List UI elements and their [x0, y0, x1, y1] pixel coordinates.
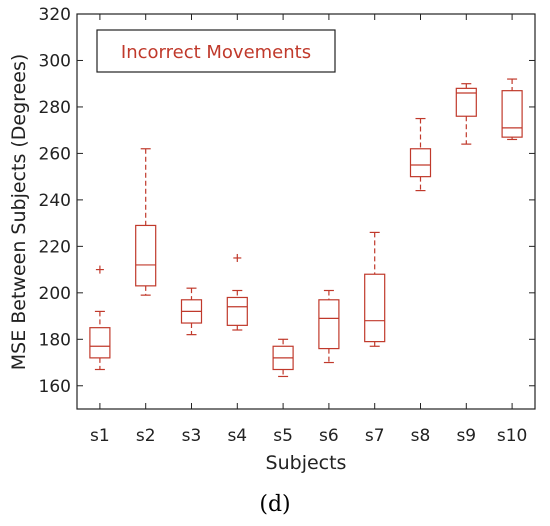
- y-axis: 160 180 200 220 240 260 280 300 320: [39, 5, 535, 397]
- y-tick-label: 160: [39, 377, 71, 397]
- box-series: [89, 78, 523, 378]
- x-tick-label: s10: [497, 426, 528, 446]
- legend-label: Incorrect Movements: [121, 42, 311, 63]
- x-axis: s1 s2 s3 s4 s5 s6 s7 s8 s9 s10: [90, 14, 527, 446]
- box-s5: [272, 338, 294, 378]
- x-tick-label: s3: [182, 426, 202, 446]
- y-tick-label: 260: [39, 144, 71, 164]
- x-tick-label: s7: [365, 426, 385, 446]
- box-iqr: [89, 327, 111, 359]
- box-s7: [364, 231, 386, 347]
- x-tick-label: s1: [90, 426, 110, 446]
- y-tick-label: 180: [39, 330, 71, 350]
- box-iqr: [135, 224, 157, 287]
- x-tick-label: s8: [411, 426, 431, 446]
- legend: Incorrect Movements: [96, 29, 336, 73]
- y-tick-label: 300: [39, 51, 71, 71]
- x-tick-label: s5: [273, 426, 293, 446]
- x-axis-title: Subjects: [266, 452, 347, 474]
- box-s1: [89, 265, 111, 371]
- y-tick-label: 240: [39, 191, 71, 211]
- box-iqr: [226, 296, 248, 326]
- x-tick-label: s9: [456, 426, 476, 446]
- box-s8: [409, 117, 432, 192]
- box-iqr: [364, 273, 386, 343]
- box-s9: [455, 83, 477, 145]
- box-iqr: [501, 90, 523, 138]
- x-tick-label: s6: [319, 426, 339, 446]
- box-s10: [501, 78, 523, 141]
- box-s3: [180, 287, 203, 336]
- box-iqr: [455, 87, 477, 117]
- y-tick-label: 220: [39, 237, 71, 257]
- x-tick-label: s2: [136, 426, 156, 446]
- y-tick-label: 280: [39, 98, 71, 118]
- y-tick-label: 200: [39, 284, 71, 304]
- box-s2: [135, 148, 157, 296]
- box-s4: [226, 253, 248, 331]
- box-s6: [318, 289, 340, 364]
- plot-area: [76, 13, 536, 410]
- box-iqr: [318, 299, 340, 350]
- legend-box: [96, 29, 336, 73]
- box-iqr: [409, 148, 432, 178]
- y-axis-title: MSE Between Subjects (Degrees): [8, 54, 30, 371]
- x-tick-label: s4: [227, 426, 247, 446]
- panel-label: (d): [259, 492, 291, 517]
- y-tick-label: 320: [39, 5, 71, 25]
